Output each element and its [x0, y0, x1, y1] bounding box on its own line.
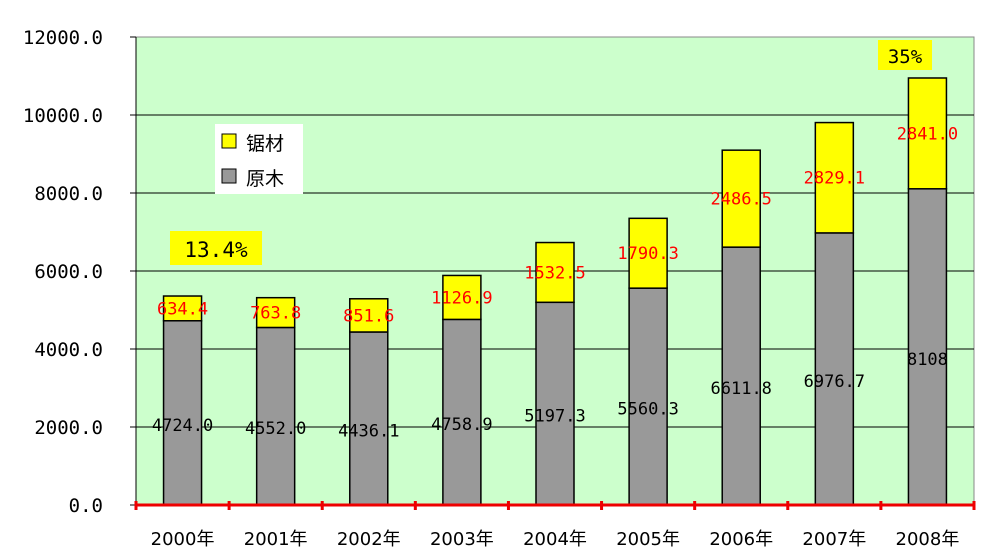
bar-lumber	[349, 298, 389, 333]
bar-logs-value-label: 5560.3	[617, 400, 678, 420]
annotation-2000: 13.4%	[170, 231, 262, 265]
bar-logs-value-label: 4724.0	[152, 416, 213, 436]
y-tick-label: 0.0	[69, 495, 103, 517]
x-tick-label: 2000年	[151, 529, 215, 550]
bar-lumber	[535, 241, 575, 304]
annotation-2000-box	[170, 231, 262, 265]
annotation-2008-text: 35%	[888, 46, 923, 68]
x-tick-label: 2001年	[244, 529, 308, 550]
bar-lumber-value-label: 634.4	[157, 299, 208, 319]
bar-logs	[255, 326, 296, 506]
bar-logs-value-label: 6611.8	[711, 379, 772, 399]
bar-lumber-value-label: 1126.9	[431, 288, 492, 308]
x-tick-label: 2004年	[523, 529, 587, 550]
bar-lumber-value-label: 763.8	[250, 304, 301, 324]
legend: 锯材 原木	[215, 124, 303, 194]
bar-lumber	[907, 77, 948, 190]
bar-lumber-value-label: 1790.3	[617, 244, 678, 264]
y-tick-label: 10000.0	[23, 105, 103, 127]
y-axis: 0.0 2000.0 4000.0 6000.0 8000.0 10000.0 12000.…	[23, 27, 137, 517]
annotation-2000-text: 13.4%	[184, 238, 248, 262]
bar-lumber-value-label: 2841.0	[897, 124, 958, 144]
legend-label-lumber: 锯材	[246, 133, 284, 155]
bar-logs	[442, 318, 482, 506]
bar-logs	[721, 246, 761, 506]
annotation-2008: 35%	[878, 40, 932, 70]
x-tick-label: 2002年	[337, 529, 401, 550]
bars: 4724.0 634.4 4552.0 763.8 4436.1 851.6 4758.9 1…	[152, 77, 958, 506]
bar-lumber	[628, 217, 668, 289]
bar-logs	[162, 320, 203, 506]
bar-logs	[907, 188, 948, 506]
bar-lumber	[721, 149, 761, 248]
x-tick-label: 2005年	[616, 529, 680, 550]
y-tick-label: 2000.0	[34, 417, 103, 439]
bar-logs	[535, 301, 575, 506]
bar-logs-value-label: 4436.1	[338, 421, 399, 441]
x-tick-label: 2006年	[709, 529, 773, 550]
bar-logs-value-label: 8108	[907, 350, 948, 370]
legend-label-logs: 原木	[246, 168, 284, 190]
bar-lumber	[162, 295, 203, 322]
bar-logs-value-label: 6976.7	[804, 372, 865, 392]
bar-lumber	[814, 121, 855, 234]
annotation-2008-box	[878, 40, 932, 70]
bar-logs	[349, 331, 389, 506]
x-tick-label: 2007年	[802, 529, 866, 550]
bar-logs	[628, 287, 668, 506]
bar-logs-value-label: 4758.9	[431, 415, 492, 435]
x-axis: 2000年 2001年 2002年 2003年 2004年 2005年 2006年 2007年…	[134, 501, 976, 550]
bar-lumber-value-label: 2829.1	[804, 169, 865, 189]
bar-lumber	[255, 296, 296, 329]
bar-lumber	[442, 274, 482, 321]
y-tick-label: 8000.0	[34, 183, 103, 205]
bar-logs-value-label: 4552.0	[245, 419, 306, 439]
x-tick-label: 2003年	[430, 529, 494, 550]
y-tick-label: 6000.0	[34, 261, 103, 283]
y-tick-label: 12000.0	[23, 27, 103, 49]
legend-swatch-lumber	[221, 133, 237, 149]
bar-lumber-value-label: 2486.5	[711, 190, 772, 210]
bar-logs-value-label: 5197.3	[524, 407, 585, 427]
bar-lumber-value-label: 1532.5	[524, 263, 585, 283]
y-tick-label: 4000.0	[34, 339, 103, 361]
bar-lumber-value-label: 851.6	[343, 306, 394, 326]
x-tick-label: 2008年	[896, 529, 960, 550]
legend-swatch-logs	[221, 168, 237, 184]
bar-logs	[814, 232, 855, 506]
